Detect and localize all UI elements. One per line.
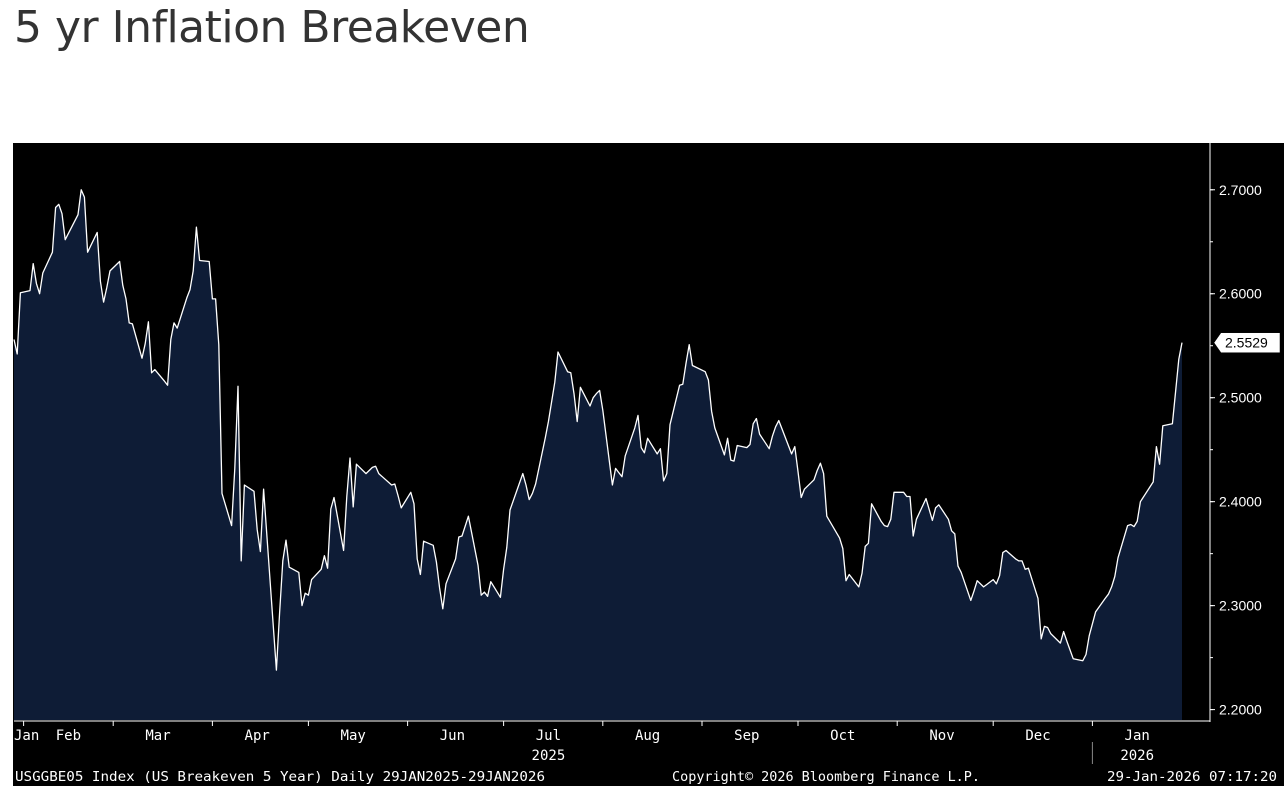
x-tick-label: Oct bbox=[830, 728, 855, 744]
x-tick-label: Aug bbox=[635, 728, 660, 744]
x-axis: Jan Feb Mar Apr May Jun Jul Aug Sep Oct Nov Dec Jan 2… bbox=[14, 720, 1210, 764]
series-line bbox=[13, 189, 1183, 671]
x-tick-label: Apr bbox=[245, 728, 270, 744]
x-tick-label: Dec bbox=[1025, 728, 1050, 744]
x-tick-label: Jan bbox=[14, 728, 39, 744]
x-tick-label: Jul bbox=[536, 728, 561, 744]
x-tick-label: May bbox=[341, 728, 366, 744]
y-tick-label: 2.5000 bbox=[1219, 390, 1262, 406]
chart-footer: USGGBE05 Index (US Breakeven 5 Year) Dai… bbox=[15, 770, 1277, 785]
x-tick-label: Sep bbox=[734, 728, 759, 744]
y-tick-label: 2.7000 bbox=[1219, 182, 1262, 198]
last-value-label: 2.5529 bbox=[1225, 335, 1268, 351]
footer-timestamp: 29-Jan-2026 07:17:20 bbox=[1107, 770, 1277, 785]
y-tick-label: 2.6000 bbox=[1219, 286, 1262, 302]
series-area bbox=[14, 189, 1182, 721]
y-tick-label: 2.4000 bbox=[1219, 494, 1262, 510]
last-value-box bbox=[1213, 332, 1281, 353]
y-tick-label: 2.3000 bbox=[1219, 598, 1262, 614]
y-tick-label: 2.2000 bbox=[1219, 702, 1262, 718]
y-axis: 2.7000 2.6000 2.5000 2.4000 2.3000 2.2000 bbox=[1209, 143, 1262, 722]
x-year-label: 2025 bbox=[532, 748, 566, 764]
x-tick-label: Nov bbox=[929, 728, 954, 744]
footer-copyright: Copyright© 2026 Bloomberg Finance L.P. bbox=[672, 770, 980, 785]
x-year-label: 2026 bbox=[1120, 748, 1154, 764]
x-tick-label: Mar bbox=[145, 728, 170, 744]
x-tick-label: Feb bbox=[56, 728, 81, 744]
x-tick-label: Jun bbox=[440, 728, 465, 744]
page-title: 5 yr Inflation Breakeven bbox=[14, 2, 530, 53]
last-value-marker: 2.5529 bbox=[1213, 332, 1281, 353]
footer-security: USGGBE05 Index (US Breakeven 5 Year) Dai… bbox=[15, 770, 545, 785]
x-tick-label: Jan bbox=[1125, 728, 1150, 744]
